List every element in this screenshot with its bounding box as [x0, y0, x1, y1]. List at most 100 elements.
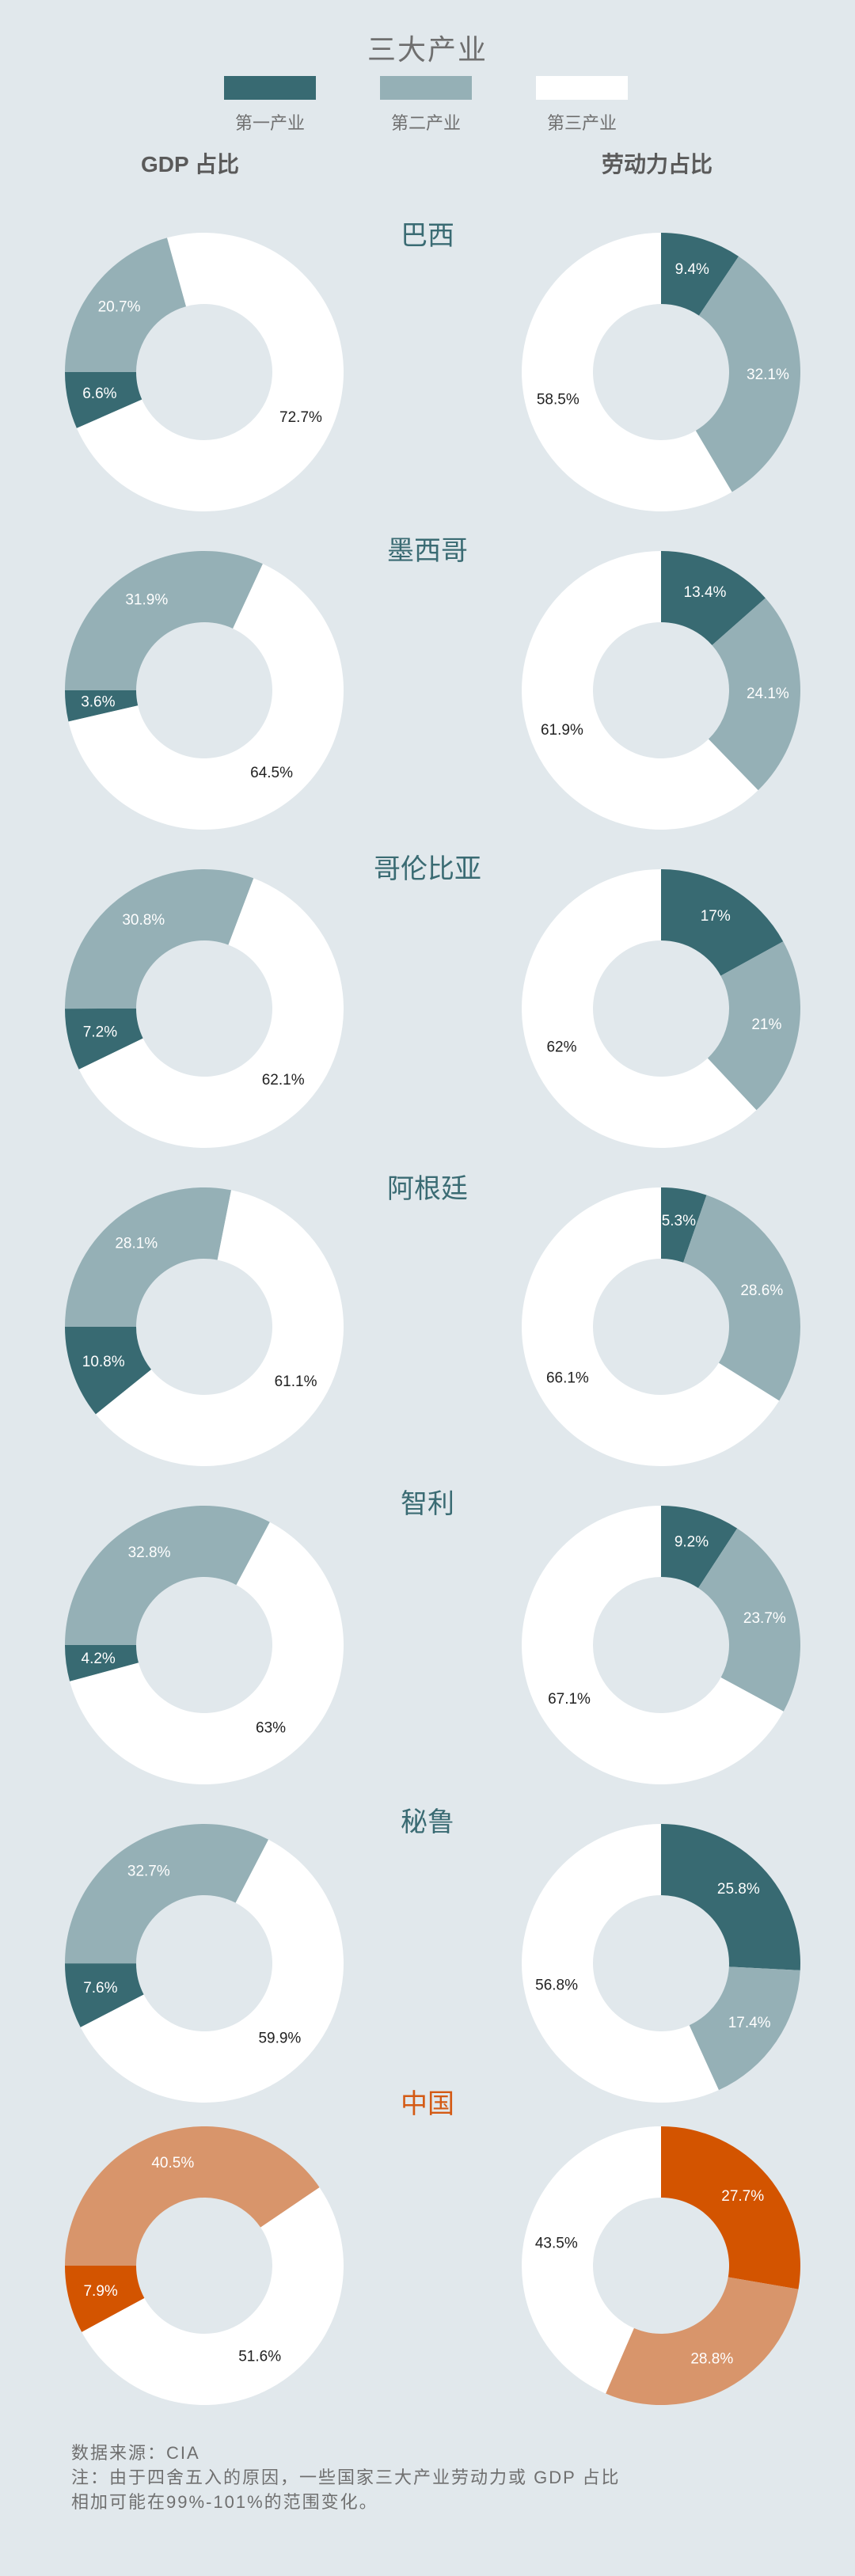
gdp-slice-secondary	[65, 237, 187, 372]
gdp-slice-tertiary	[68, 564, 344, 830]
gdp-data-label-secondary: 30.8%	[122, 912, 165, 929]
gdp-data-label-secondary: 31.9%	[125, 591, 168, 608]
labor-donut-country-4: 9.2% 23.7% 67.1%	[522, 1506, 800, 1784]
labor-data-label-secondary: 28.6%	[740, 1282, 783, 1299]
labor-slice-tertiary	[521, 2126, 661, 2394]
gdp-slice-primary	[65, 2266, 145, 2332]
gdp-data-label-tertiary: 51.6%	[238, 2348, 281, 2365]
country-title: 哥伦比亚	[374, 854, 481, 884]
gdp-data-label-tertiary: 62.1%	[262, 1072, 305, 1089]
gdp-slice-primary	[65, 1009, 143, 1070]
labor-slice-tertiary	[522, 869, 757, 1148]
labor-data-label-tertiary: 56.8%	[535, 1978, 578, 1994]
legend-swatch-secondary	[380, 76, 472, 100]
gdp-donut-country-4: 4.2% 32.8% 63%	[65, 1506, 344, 1784]
labor-slice-primary	[661, 233, 739, 316]
labor-data-label-secondary: 17.4%	[728, 2015, 771, 2031]
gdp-data-label-secondary: 40.5%	[151, 2155, 194, 2171]
gdp-donut-country-2: 7.2% 30.8% 62.1%	[65, 869, 344, 1148]
labor-data-label-secondary: 21%	[751, 1016, 781, 1033]
labor-data-label-primary: 9.2%	[674, 1534, 709, 1551]
country-title: 中国	[401, 2089, 454, 2119]
gdp-data-label-primary: 6.6%	[82, 386, 116, 402]
labor-slice-tertiary	[522, 1506, 784, 1784]
labor-data-label-tertiary: 58.5%	[537, 392, 580, 408]
labor-data-label-tertiary: 61.9%	[541, 722, 583, 739]
labor-slice-tertiary	[522, 1824, 719, 2103]
footer-notes: 数据来源：CIA 注：由于四舍五入的原因，一些国家三大产业劳动力或 GDP 占比…	[71, 2441, 815, 2514]
gdp-slice-primary	[65, 1645, 139, 1681]
labor-data-label-secondary: 24.1%	[747, 686, 789, 702]
labor-data-label-primary: 5.3%	[662, 1213, 696, 1229]
gdp-slice-secondary	[65, 1506, 270, 1645]
gdp-slice-tertiary	[82, 2187, 344, 2405]
gdp-data-label-primary: 7.9%	[83, 2283, 117, 2300]
labor-slice-secondary	[689, 1966, 800, 2091]
legend-item-primary: 第一产业	[224, 76, 316, 135]
gdp-data-label-primary: 3.6%	[81, 693, 115, 710]
gdp-data-label-primary: 10.8%	[82, 1354, 125, 1370]
labor-slice-primary	[661, 1824, 800, 1970]
gdp-slice-tertiary	[80, 1839, 344, 2103]
gdp-data-label-primary: 4.2%	[82, 1651, 116, 1667]
column-header-gdp: GDP 占比	[141, 152, 239, 177]
gdp-slice-primary	[65, 1963, 144, 2027]
labor-slice-primary	[661, 1187, 707, 1263]
gdp-data-label-tertiary: 63%	[256, 1720, 286, 1737]
gdp-data-label-secondary: 28.1%	[115, 1236, 158, 1252]
labor-data-label-primary: 27.7%	[721, 2188, 764, 2205]
labor-slice-secondary	[695, 256, 800, 492]
country-title: 智利	[401, 1489, 454, 1519]
gdp-data-label-primary: 7.6%	[83, 1980, 117, 1997]
labor-data-label-tertiary: 67.1%	[548, 1691, 591, 1708]
labor-data-label-secondary: 23.7%	[743, 1610, 786, 1627]
country-title: 秘鲁	[401, 1807, 454, 1837]
gdp-slice-secondary	[65, 869, 254, 1009]
labor-donut-country-1: 13.4% 24.1% 61.9%	[522, 551, 800, 830]
labor-slice-secondary	[708, 598, 800, 791]
labor-donut-country-2: 17% 21% 62%	[522, 869, 800, 1148]
gdp-donut-country-0: 6.6% 20.7% 72.7%	[65, 233, 344, 511]
chart-title: 三大产业	[367, 33, 488, 66]
labor-data-label-secondary: 32.1%	[747, 367, 789, 383]
gdp-data-label-tertiary: 59.9%	[258, 2031, 301, 2047]
labor-slice-primary	[661, 869, 784, 976]
labor-data-label-tertiary: 62%	[546, 1039, 576, 1056]
country-title: 墨西哥	[387, 536, 468, 566]
labor-data-label-secondary: 28.8%	[690, 2351, 733, 2368]
labor-slice-tertiary	[521, 1187, 780, 1466]
labor-slice-secondary	[606, 2277, 799, 2405]
legend-swatch-primary	[224, 76, 316, 100]
country-title: 阿根廷	[387, 1174, 468, 1204]
gdp-slice-tertiary	[76, 233, 344, 511]
gdp-slice-tertiary	[70, 1522, 344, 1784]
labor-data-label-tertiary: 43.5%	[535, 2236, 578, 2252]
labor-slice-primary	[661, 2126, 800, 2289]
gdp-data-label-secondary: 32.8%	[128, 1544, 171, 1561]
legend-label-tertiary: 第三产业	[546, 113, 617, 133]
labor-data-label-primary: 25.8%	[717, 1881, 760, 1898]
gdp-slice-tertiary	[95, 1190, 344, 1466]
labor-slice-tertiary	[522, 551, 758, 830]
labor-data-label-primary: 17%	[701, 908, 731, 925]
gdp-data-label-secondary: 32.7%	[127, 1864, 170, 1880]
footer-note-line-2: 相加可能在99%-101%的范围变化。	[71, 2492, 378, 2512]
gdp-slice-secondary	[65, 1187, 232, 1327]
gdp-slice-primary	[65, 1327, 152, 1415]
gdp-data-label-secondary: 20.7%	[98, 298, 141, 315]
labor-data-label-primary: 13.4%	[684, 584, 727, 601]
labor-slice-tertiary	[522, 233, 732, 511]
gdp-donut-country-1: 3.6% 31.9% 64.5%	[65, 550, 344, 830]
gdp-data-label-tertiary: 64.5%	[250, 765, 293, 781]
gdp-slice-primary	[65, 690, 139, 722]
column-header-labor: 劳动力占比	[601, 152, 712, 177]
labor-donut-country-0: 9.4% 32.1% 58.5%	[522, 233, 800, 511]
legend-item-tertiary: 第三产业	[536, 76, 628, 135]
gdp-slice-primary	[65, 372, 142, 428]
gdp-slice-secondary	[65, 1824, 269, 1964]
gdp-slice-secondary	[65, 2126, 320, 2266]
gdp-donut-country-3: 10.8% 28.1% 61.1%	[65, 1187, 344, 1466]
labor-donut-country-3: 5.3% 28.6% 66.1%	[521, 1187, 800, 1466]
labor-data-label-tertiary: 66.1%	[546, 1370, 589, 1386]
legend-label-secondary: 第二产业	[390, 113, 461, 133]
